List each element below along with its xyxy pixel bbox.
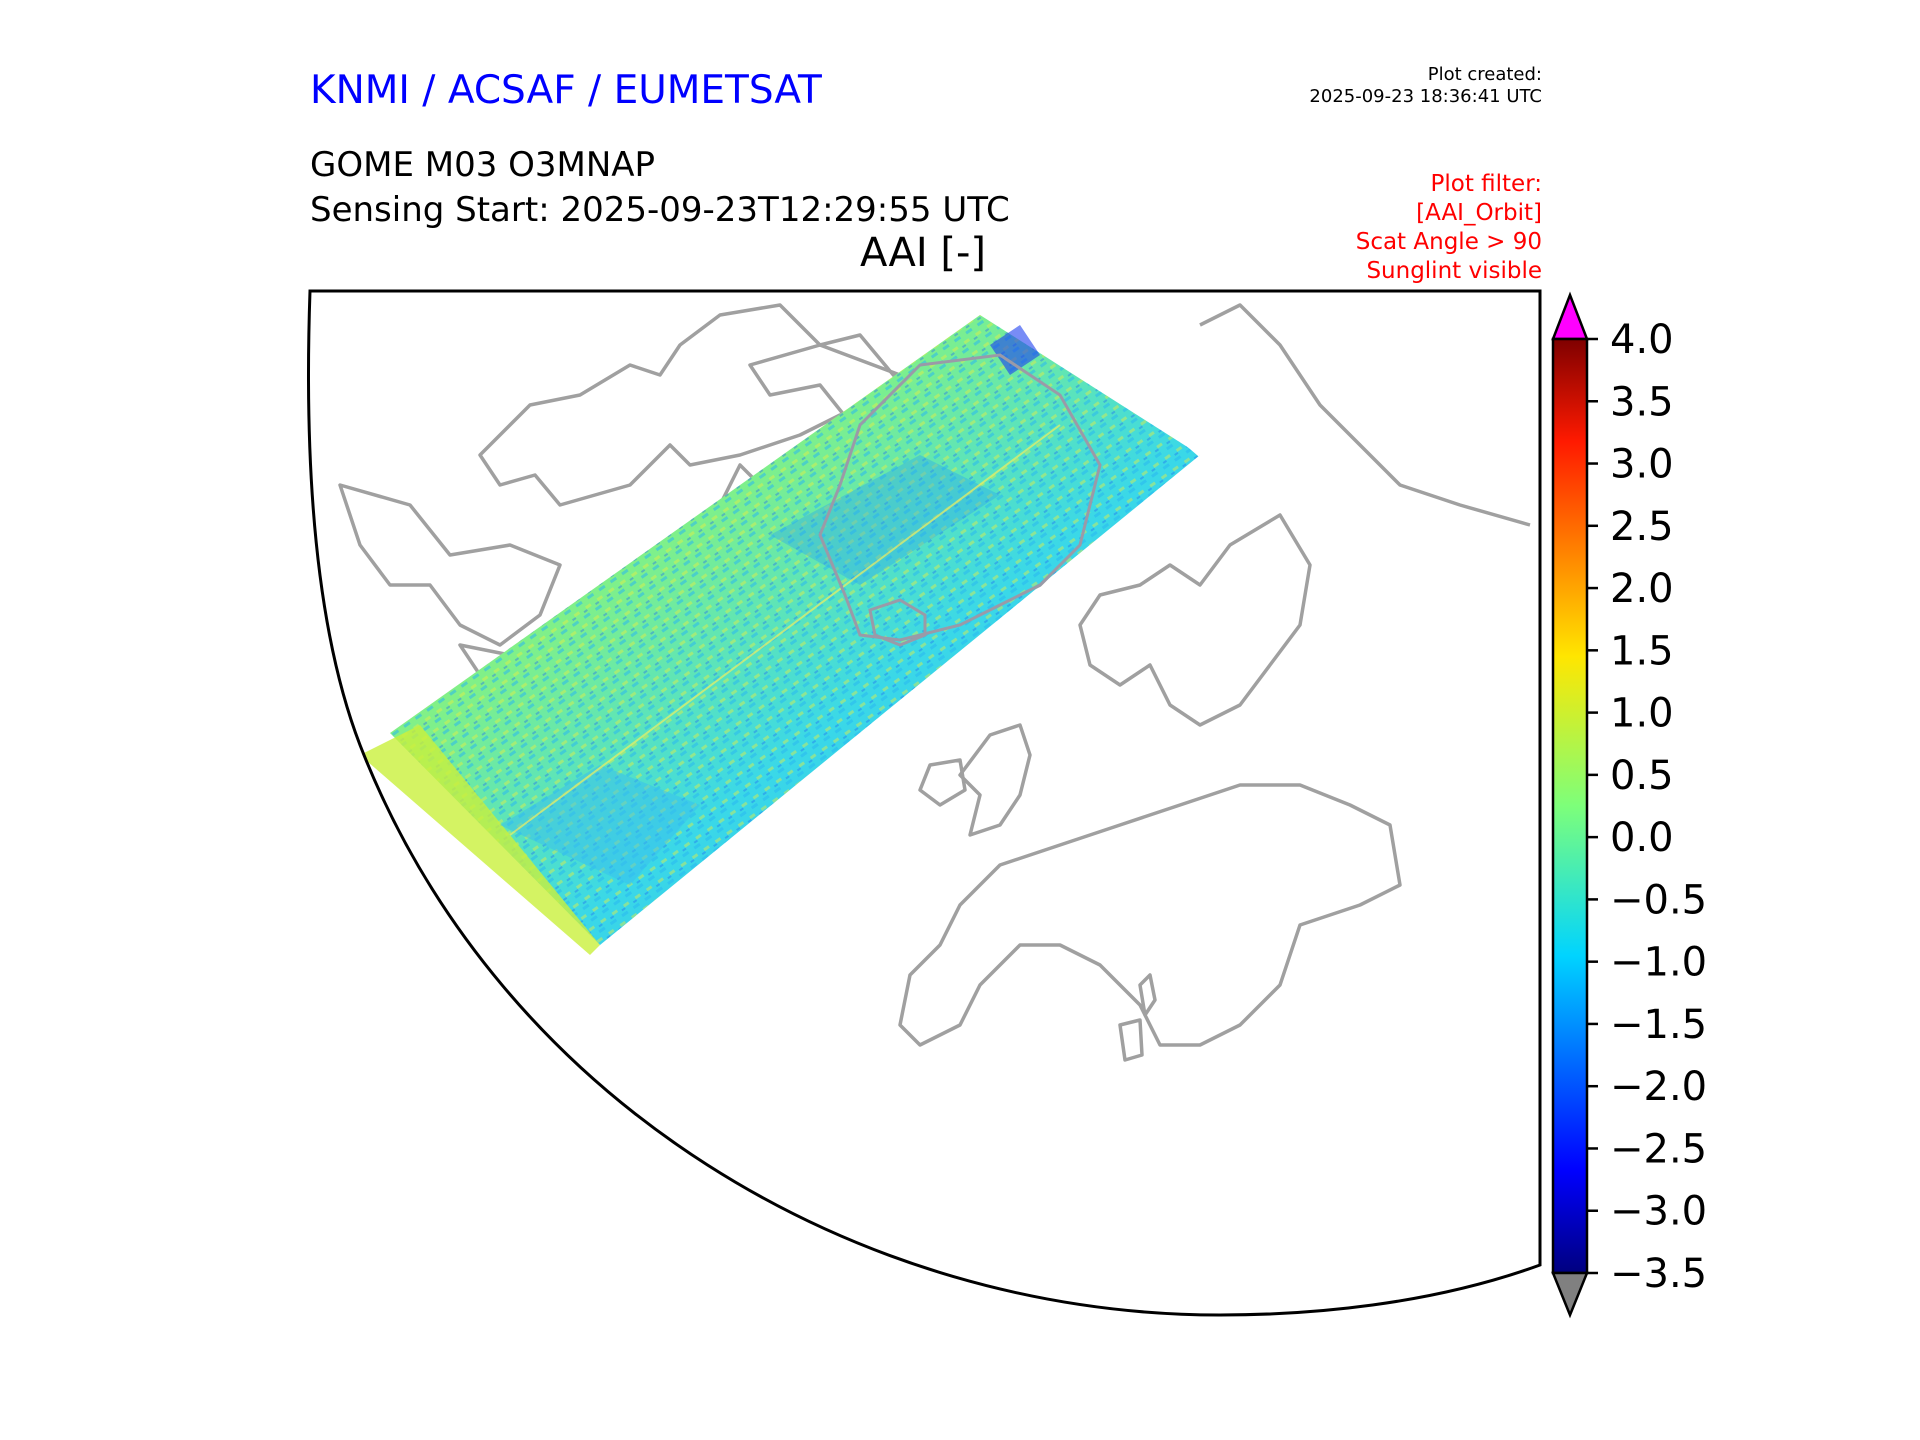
coastline-canadian-arctic [478,303,912,507]
map-content [338,303,1531,1062]
variable-title: AAI [-] [860,230,986,276]
colorbar-tick-label: 3.0 [1610,442,1674,488]
plot-filter-line: Scat Angle > 90 [1355,229,1542,255]
colorbar-tick-label: 2.5 [1610,504,1674,550]
plot-filter-label: Plot filter: [1430,171,1542,197]
coastline-ireland [918,758,967,807]
colorbar-tick-label: 4.0 [1610,317,1674,363]
coastline-sardinia [1118,1018,1144,1062]
plot-filter-line: Sunglint visible [1366,258,1542,284]
coastline-hudson [338,483,562,647]
swath-coastline-overlay [818,353,1102,647]
coastline-scandinavia [1078,513,1312,727]
colorbar-tick-label: 1.5 [1610,628,1674,674]
colorbar-tick-label: −1.0 [1610,940,1707,986]
plot-created-label: Plot created: [1427,64,1542,85]
colorbar-tick-label: −2.0 [1610,1064,1707,1110]
colorbar-tick-label: 1.0 [1610,691,1674,737]
colorbar-gradient [1551,337,1589,1275]
colorbar-ticks: 4.0 3.5 3.0 2.5 2.0 1.5 1.0 0.5 0.0 −0.5 −1.0 −1.5 −… [1587,317,1707,1297]
coastline-eastern-arctic [1199,303,1531,527]
plot-filter: Plot filter: [AAI_Orbit] Scat Angle > 90… [1356,170,1542,286]
sensing-start: Sensing Start: 2025-09-23T12:29:55 UTC [310,190,1010,230]
colorbar-tick-label: −3.0 [1610,1189,1707,1235]
colorbar: 4.0 3.5 3.0 2.5 2.0 1.5 1.0 0.5 0.0 −0.5 −1.0 −1.5 −… [1551,291,1707,1319]
colorbar-tick-label: −2.5 [1610,1126,1707,1172]
product-title: GOME M03 O3MNAP [310,145,656,185]
colorbar-tick-label: 3.5 [1610,379,1674,425]
plot-created-time: 2025-09-23 18:36:41 UTC [1309,86,1542,107]
plot-created-info: Plot created: 2025-09-23 18:36:41 UTC [1309,64,1542,108]
coastline-europe-mainland [898,783,1402,1047]
colorbar-tick-label: 0.0 [1610,815,1674,861]
colorbar-over-extension [1551,291,1589,341]
colorbar-tick-label: 0.5 [1610,753,1674,799]
coastline-british-isles [958,723,1032,837]
colorbar-under-extension [1551,1271,1589,1319]
map-frame [306,289,1542,1317]
map-panel [306,289,1542,1317]
colorbar-tick-label: −3.5 [1610,1251,1707,1297]
colorbar-tick-label: 2.0 [1610,566,1674,612]
coastline-corsica [1138,973,1157,1017]
colorbar-tick-label: −1.5 [1610,1002,1707,1048]
colorbar-tick-label: −0.5 [1610,877,1707,923]
organisation-title: KNMI / ACSAF / EUMETSAT [310,68,822,113]
plot-filter-line: [AAI_Orbit] [1416,200,1542,226]
